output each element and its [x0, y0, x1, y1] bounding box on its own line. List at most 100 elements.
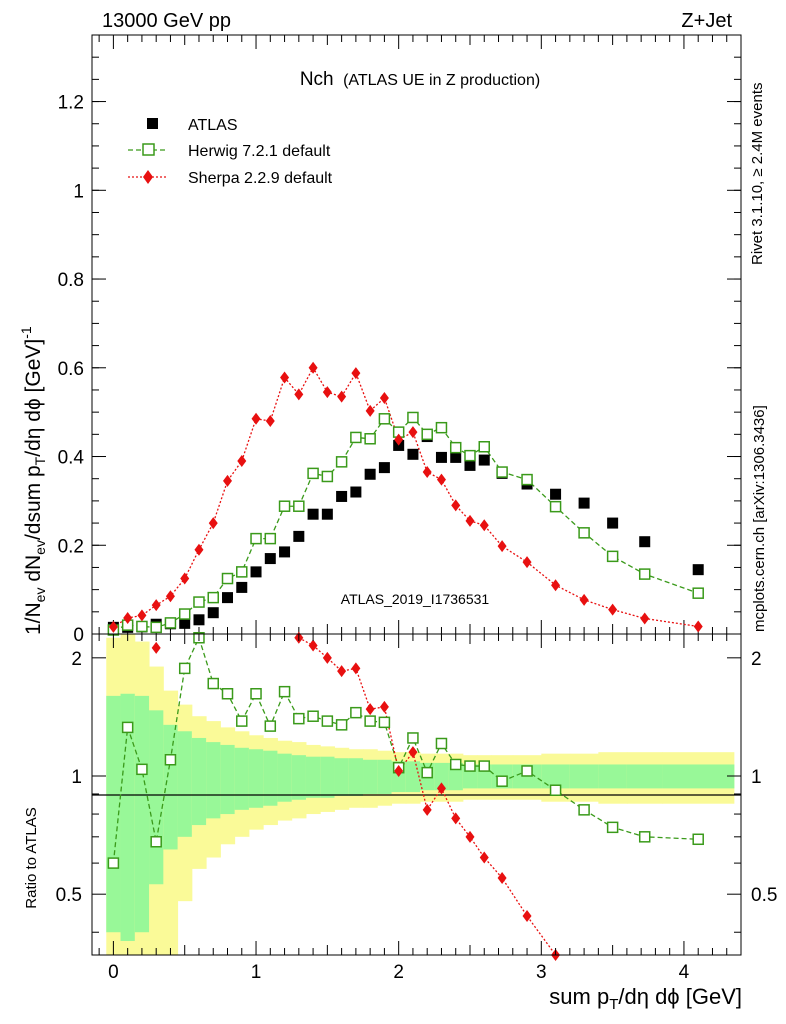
ratio-herwig-point — [478, 760, 491, 772]
atlas-point — [307, 508, 319, 520]
herwig-point — [307, 467, 319, 480]
herwig-point — [321, 470, 334, 483]
atlas-point — [378, 462, 390, 474]
sherpa-point — [497, 540, 507, 553]
atlas-point — [639, 536, 651, 548]
sherpa-point — [123, 612, 133, 625]
ratio-sherpa-point — [365, 703, 375, 716]
ratio-series — [107, 631, 704, 961]
x-tick-label: 3 — [536, 962, 547, 983]
ratio-frame — [91, 633, 742, 956]
atlas-point — [464, 459, 476, 471]
atlas-point — [407, 448, 419, 460]
sherpa-point — [451, 499, 461, 512]
atlas-point — [264, 553, 276, 565]
sherpa-point — [422, 466, 432, 479]
ratio-herwig-point — [164, 754, 177, 766]
atlas-point — [236, 581, 248, 593]
atlas-point — [293, 530, 305, 542]
ratio-herwig-point — [549, 784, 562, 796]
legend-sherpa-marker — [143, 170, 153, 184]
x-tick-label: 4 — [679, 962, 690, 983]
legend: ATLAS Herwig 7.2.1 default Sherpa 2.2.9 … — [128, 117, 333, 187]
atlas-point — [222, 592, 234, 604]
herwig-point — [136, 620, 148, 633]
sherpa-point — [465, 514, 475, 527]
inner-band-segment — [626, 764, 664, 789]
y-tick-label: 0.8 — [58, 270, 84, 291]
legend-sherpa-label: Sherpa 2.2.9 default — [188, 170, 333, 187]
inner-band-segment — [377, 759, 393, 794]
inner-band-segment — [177, 731, 193, 837]
sherpa-point — [522, 556, 532, 569]
ratio-y-axis-title: Ratio to ATLAS — [23, 807, 40, 908]
inner-band-segment — [191, 737, 207, 826]
x-axis-title: sum pT/dη dϕ [GeV] — [549, 984, 742, 1013]
ratio-herwig-point — [207, 677, 219, 690]
ratio-herwig-point — [293, 712, 305, 725]
sherpa-point — [280, 371, 290, 384]
plot-subtitle: (ATLAS UE in Z production) — [343, 72, 540, 89]
sherpa-point — [294, 388, 304, 401]
atlas-point — [321, 508, 333, 520]
atlas-point — [207, 607, 219, 619]
herwig-point — [278, 500, 291, 512]
herwig-point — [521, 473, 533, 486]
herwig-point — [464, 449, 476, 462]
legend-atlas-label: ATLAS — [188, 117, 238, 134]
ratio-axes: 0.5 0.5 1 1 2 2 0 1 2 3 4 — [56, 634, 777, 983]
x-tick-label: 1 — [251, 962, 262, 983]
herwig-point — [236, 566, 248, 578]
inner-band-segment — [320, 756, 335, 798]
ratio-herwig-point — [264, 720, 277, 732]
inner-band-segment — [220, 744, 236, 815]
herwig-point — [638, 568, 651, 580]
sherpa-point — [194, 543, 204, 556]
sherpa-point — [251, 412, 261, 425]
herwig-point — [578, 527, 590, 539]
ratio-sherpa-point — [465, 830, 475, 843]
herwig-point — [178, 608, 191, 620]
ratio-herwig-point — [321, 715, 334, 727]
inner-band-segment — [569, 764, 599, 789]
inner-band-segment — [598, 764, 628, 789]
sherpa-point — [436, 473, 446, 486]
herwig-point — [250, 532, 262, 545]
inner-band-segment — [434, 762, 450, 791]
ratio-sherpa-point — [151, 641, 161, 654]
inner-band-segment — [334, 758, 350, 796]
herwig-point — [549, 500, 562, 513]
ratio-sherpa-point — [379, 700, 389, 713]
sherpa-point — [165, 590, 175, 603]
x-tick-label: 0 — [108, 962, 119, 983]
sherpa-point — [208, 517, 218, 530]
ratio-herwig-point — [335, 719, 348, 731]
rivet-label: Rivet 3.1.10, ≥ 2.4M events — [749, 83, 766, 266]
ratio-y-tick-label-right: 2 — [751, 649, 762, 670]
ratio-herwig-point — [464, 760, 476, 772]
ratio-sherpa-point — [479, 851, 489, 864]
analysis-label: ATLAS_2019_I1736531 — [341, 591, 490, 607]
main-series — [107, 361, 704, 636]
ratio-sherpa-point — [337, 665, 347, 678]
x-tick-label: 2 — [393, 962, 404, 983]
ratio-sherpa-point — [322, 651, 332, 664]
sherpa-line — [113, 366, 699, 628]
herwig-point — [207, 591, 219, 604]
inner-band-segment — [234, 747, 250, 810]
inner-band-segment — [106, 695, 122, 933]
legend-herwig-label: Herwig 7.2.1 default — [188, 143, 331, 160]
sherpa-point — [151, 599, 161, 612]
y-tick-label: 0 — [73, 625, 84, 646]
herwig-point — [692, 587, 704, 599]
sherpa-point — [693, 620, 703, 633]
sherpa-point — [237, 454, 247, 467]
ratio-herwig-point — [150, 836, 162, 848]
ratio-herwig-point — [250, 688, 262, 700]
herwig-point — [221, 572, 234, 585]
atlas-point — [550, 488, 562, 500]
inner-band-segment — [662, 764, 735, 789]
atlas-point — [607, 517, 619, 529]
ratio-y-tick-label: 1 — [71, 767, 82, 788]
inner-band-segment — [248, 749, 264, 808]
